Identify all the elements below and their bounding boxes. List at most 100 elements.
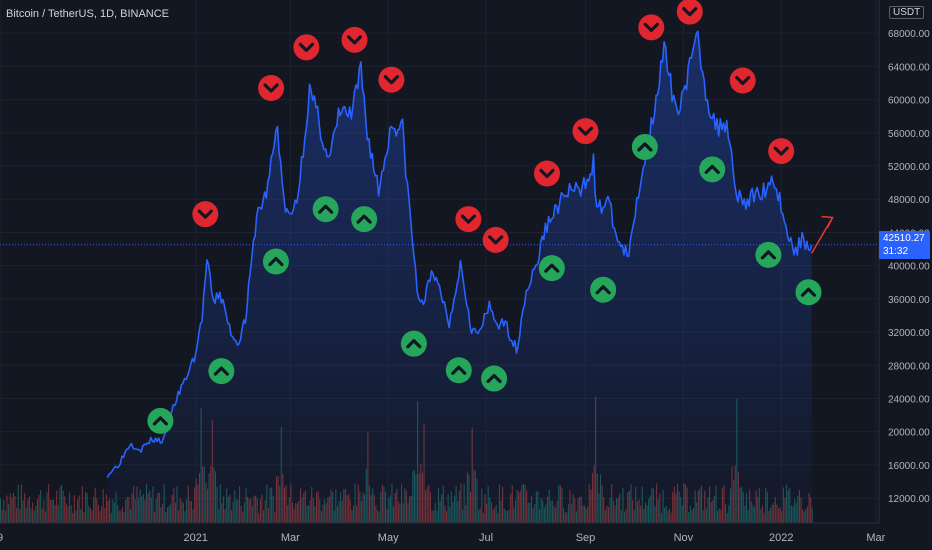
volume-bar xyxy=(38,494,40,523)
volume-bar xyxy=(75,510,77,523)
volume-bar xyxy=(28,496,30,523)
volume-bar xyxy=(104,508,106,523)
volume-bar xyxy=(14,496,16,523)
y-tick-label: 68000.00 xyxy=(888,29,930,40)
x-tick-label: May xyxy=(378,532,399,544)
volume-bar xyxy=(41,508,43,523)
volume-bar xyxy=(8,504,10,523)
volume-bar xyxy=(83,512,85,523)
volume-bar xyxy=(76,499,79,523)
x-tick-label: 2021 xyxy=(183,532,207,544)
volume-bar xyxy=(81,486,83,523)
volume-bar xyxy=(86,493,88,523)
buy-marker-icon xyxy=(262,248,289,275)
volume-bar xyxy=(22,500,24,523)
x-tick-label: Sep xyxy=(576,532,596,544)
volume-bar xyxy=(9,493,11,523)
volume-bar xyxy=(91,510,93,523)
buy-marker-icon xyxy=(590,276,617,303)
y-tick-label: 32000.00 xyxy=(888,328,930,339)
projection-arrow xyxy=(811,215,834,254)
y-axis: 12000.00 16000.00 20000.00 24000.00 28000.00… xyxy=(888,29,930,505)
sell-marker-icon xyxy=(293,34,320,61)
buy-marker-icon xyxy=(351,206,378,233)
volume-bar xyxy=(11,498,13,523)
y-tick-label: 36000.00 xyxy=(888,295,930,306)
buy-marker-icon xyxy=(699,156,726,183)
sell-marker-icon xyxy=(768,138,795,165)
candle-countdown: 31:32 xyxy=(883,245,909,257)
volume-bar xyxy=(99,511,101,523)
volume-bar xyxy=(70,504,72,523)
buy-marker-icon xyxy=(208,358,235,385)
volume-bar xyxy=(105,494,107,523)
currency-label[interactable]: USDT xyxy=(889,6,925,19)
volume-bar xyxy=(17,484,19,523)
volume-bar xyxy=(20,484,22,523)
buy-marker-icon xyxy=(795,279,822,306)
volume-bar xyxy=(52,499,55,523)
y-tick-label: 52000.00 xyxy=(888,162,930,173)
volume-bar xyxy=(19,509,21,523)
sell-marker-icon xyxy=(534,160,561,187)
volume-bar xyxy=(68,492,71,523)
y-tick-label: 60000.00 xyxy=(888,96,930,107)
buy-marker-icon xyxy=(755,241,782,268)
volume-bar xyxy=(30,508,32,523)
volume-bar xyxy=(64,496,66,523)
buy-marker-icon xyxy=(538,255,565,282)
volume-bar xyxy=(102,489,104,523)
y-tick-label: 40000.00 xyxy=(888,262,930,273)
x-tick-label: Mar xyxy=(866,532,885,544)
volume-bar xyxy=(101,506,103,523)
volume-bar xyxy=(4,510,6,523)
sell-marker-icon xyxy=(455,206,482,233)
y-tick-label: 12000.00 xyxy=(888,494,930,505)
y-tick-label: 56000.00 xyxy=(888,129,930,140)
x-tick-label: Mar xyxy=(281,532,300,544)
volume-bar xyxy=(94,487,96,523)
sell-marker-icon xyxy=(676,0,703,25)
x-tick-label: 9 xyxy=(0,532,3,544)
volume-bar xyxy=(25,507,27,523)
volume-bar xyxy=(33,510,35,523)
y-tick-label: 48000.00 xyxy=(888,195,930,206)
volume-bar xyxy=(1,509,3,523)
last-price-value: 42510.27 xyxy=(883,232,925,244)
x-tick-label: Nov xyxy=(674,532,694,544)
volume-bar xyxy=(56,490,58,523)
volume-bar xyxy=(24,492,26,523)
volume-bar xyxy=(93,496,95,523)
volume-bar xyxy=(88,506,90,523)
buy-marker-icon xyxy=(400,330,427,357)
y-tick-label: 28000.00 xyxy=(888,361,930,372)
y-tick-label: 20000.00 xyxy=(888,428,930,439)
volume-bar xyxy=(59,487,61,523)
y-tick-label: 24000.00 xyxy=(888,394,930,405)
sell-marker-icon xyxy=(482,226,509,253)
volume-bar xyxy=(97,504,99,523)
price-line xyxy=(106,30,813,478)
volume-bar xyxy=(62,490,64,523)
sell-marker-icon xyxy=(638,14,665,41)
sell-marker-icon xyxy=(258,74,285,101)
sell-marker-icon xyxy=(729,67,756,94)
volume-bar xyxy=(40,490,42,523)
volume-bar xyxy=(12,492,14,523)
arrow-head-icon xyxy=(821,215,834,228)
volume-bar xyxy=(60,485,63,523)
volume-bar xyxy=(43,499,45,523)
volume-bar xyxy=(3,499,5,523)
volume-bar xyxy=(811,507,813,523)
buy-marker-icon xyxy=(481,365,508,392)
x-axis-panel xyxy=(0,523,932,550)
volume-bar xyxy=(51,499,53,523)
sell-marker-icon xyxy=(378,66,405,93)
volume-bar xyxy=(57,504,59,523)
volume-bar xyxy=(72,512,74,523)
volume-bar xyxy=(16,507,18,523)
volume-bar xyxy=(85,491,87,523)
volume-bar xyxy=(48,484,50,523)
volume-bar xyxy=(27,499,29,523)
